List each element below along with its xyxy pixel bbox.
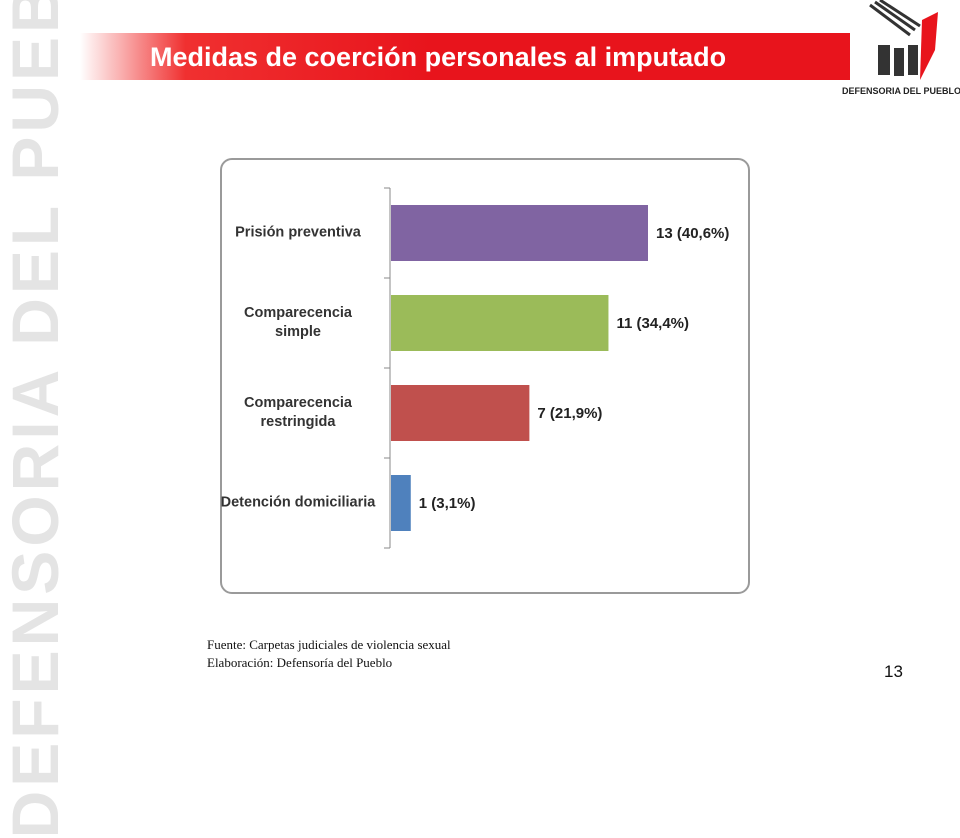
logo <box>850 0 960 100</box>
logo-text: DEFENSORIA DEL PUEBLO <box>842 86 960 96</box>
value-label: 13 (40,6%) <box>656 225 729 242</box>
chart-frame <box>220 158 750 594</box>
value-label: 1 (3,1%) <box>419 495 476 512</box>
credit-note: Elaboración: Defensoría del Pueblo <box>207 655 393 670</box>
category-label: Detención domiciliaria <box>220 494 376 511</box>
value-label: 7 (21,9%) <box>537 405 602 422</box>
value-label: 11 (34,4%) <box>616 315 689 332</box>
title-band <box>80 33 960 80</box>
logo-icon <box>869 0 938 80</box>
bar <box>391 295 609 351</box>
slide-title: Medidas de coerción personales al imputa… <box>150 42 727 72</box>
category-label: Comparecencia simple <box>244 305 352 340</box>
category-label: Comparecencia restringida <box>244 395 352 430</box>
page-number: 13 <box>884 662 903 681</box>
bar <box>391 385 530 441</box>
bar <box>391 205 648 261</box>
category-label: Prisión preventiva <box>235 224 361 241</box>
chart: 13 (40,6%) 11 (34,4%) 7 (21,9%) 1 (3,1%) <box>384 187 729 549</box>
bar <box>391 475 411 531</box>
source-note: Fuente: Carpetas judiciales de violencia… <box>207 637 451 652</box>
